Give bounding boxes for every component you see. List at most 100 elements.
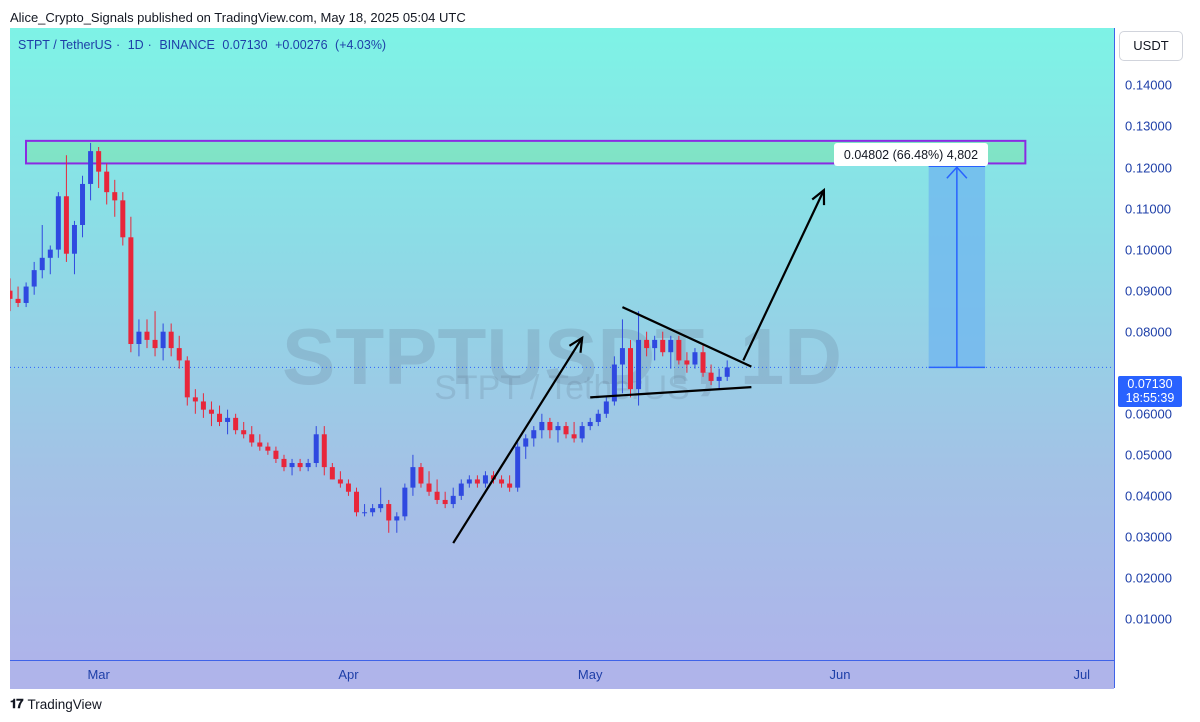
candle[interactable] (313, 426, 319, 468)
candle[interactable] (434, 479, 440, 505)
candle[interactable] (217, 405, 223, 427)
candle[interactable] (603, 397, 609, 418)
candle[interactable] (684, 352, 690, 373)
candle[interactable] (571, 421, 577, 443)
candle[interactable] (636, 311, 642, 406)
candle[interactable] (595, 409, 601, 427)
candle[interactable] (168, 323, 174, 357)
symbol-interval[interactable]: 1D (127, 38, 144, 52)
candle[interactable] (233, 413, 239, 435)
candle[interactable] (378, 487, 384, 513)
candle[interactable] (144, 319, 150, 349)
candle[interactable] (128, 216, 134, 353)
candle[interactable] (619, 319, 625, 394)
candle[interactable] (55, 192, 61, 258)
candle[interactable] (120, 192, 126, 246)
candle[interactable] (362, 504, 368, 517)
candle[interactable] (499, 475, 505, 488)
candle[interactable] (402, 483, 408, 521)
candle[interactable] (88, 142, 94, 201)
candle[interactable] (627, 339, 633, 398)
candle[interactable] (305, 458, 311, 472)
candle[interactable] (587, 417, 593, 431)
candle[interactable] (345, 479, 351, 496)
candle[interactable] (450, 487, 456, 509)
candle[interactable] (660, 331, 666, 357)
candle[interactable] (297, 458, 303, 472)
candle[interactable] (23, 282, 29, 308)
candle[interactable] (716, 368, 722, 390)
candle[interactable] (112, 179, 118, 217)
chart-canvas[interactable]: STPTUSDT, 1D STPT / TetherUS 0.04802 (66… (10, 28, 1114, 660)
candle[interactable] (442, 491, 448, 509)
candle[interactable] (692, 348, 698, 369)
candle[interactable] (321, 426, 327, 476)
candle[interactable] (176, 335, 182, 369)
candle[interactable] (241, 421, 247, 439)
candle[interactable] (652, 335, 658, 361)
candle[interactable] (71, 220, 77, 275)
candle[interactable] (354, 487, 360, 517)
currency-button[interactable]: USDT (1119, 31, 1183, 61)
triangle-upper-line[interactable] (621, 306, 752, 368)
candle[interactable] (515, 442, 521, 492)
candle[interactable] (39, 224, 45, 279)
candle[interactable] (531, 426, 537, 447)
symbol-pair[interactable]: STPT / TetherUS (18, 38, 113, 52)
price-axis[interactable]: USDT 0.14000 0.13000 0.12000 0.11000 0.10000… (1114, 28, 1200, 688)
candle[interactable] (257, 434, 263, 451)
candle[interactable] (418, 463, 424, 488)
candle[interactable] (160, 323, 166, 361)
breakout-arrow[interactable] (742, 189, 825, 361)
candle[interactable] (15, 286, 21, 308)
candle[interactable] (265, 442, 271, 455)
candle[interactable] (96, 147, 102, 189)
candle[interactable] (273, 446, 279, 464)
candle[interactable] (458, 479, 464, 500)
candle[interactable] (192, 389, 198, 414)
candle[interactable] (482, 471, 488, 488)
time-axis[interactable]: Mar Apr May Jun Jul (10, 660, 1114, 689)
candle[interactable] (724, 360, 730, 381)
candle[interactable] (200, 393, 206, 418)
candle[interactable] (329, 463, 335, 480)
candle[interactable] (281, 454, 287, 472)
candle[interactable] (47, 245, 53, 275)
candle[interactable] (184, 356, 190, 406)
candle[interactable] (668, 335, 674, 369)
candle[interactable] (507, 475, 513, 492)
candle[interactable] (31, 261, 37, 295)
candle[interactable] (386, 499, 392, 533)
candle[interactable] (225, 409, 231, 435)
candle[interactable] (547, 417, 553, 439)
candle[interactable] (289, 458, 295, 476)
candle[interactable] (152, 311, 158, 357)
candle[interactable] (10, 278, 13, 312)
candle[interactable] (394, 512, 400, 533)
candle[interactable] (539, 413, 545, 439)
candle[interactable] (466, 475, 472, 488)
candle[interactable] (676, 335, 682, 365)
candle[interactable] (426, 471, 432, 496)
resistance-zone[interactable] (25, 139, 1027, 165)
candle[interactable] (337, 471, 343, 488)
candle[interactable] (474, 475, 480, 488)
candle[interactable] (249, 426, 255, 447)
candle[interactable] (563, 421, 569, 439)
candle[interactable] (700, 344, 706, 377)
candle[interactable] (611, 356, 617, 406)
candle[interactable] (555, 421, 561, 443)
candle[interactable] (208, 401, 214, 427)
candle[interactable] (370, 504, 376, 517)
candle[interactable] (644, 331, 650, 357)
candle[interactable] (579, 421, 585, 443)
candle[interactable] (523, 434, 529, 459)
chart-area[interactable]: STPT / TetherUS · 1D · BINANCE 0.07130 +0.… (10, 28, 1114, 660)
candle[interactable] (136, 319, 142, 357)
candle[interactable] (104, 163, 110, 205)
candle[interactable] (80, 175, 86, 238)
triangle-lower-line[interactable] (590, 385, 752, 399)
candle[interactable] (63, 155, 69, 262)
candle[interactable] (410, 454, 416, 496)
candle[interactable] (708, 364, 714, 386)
